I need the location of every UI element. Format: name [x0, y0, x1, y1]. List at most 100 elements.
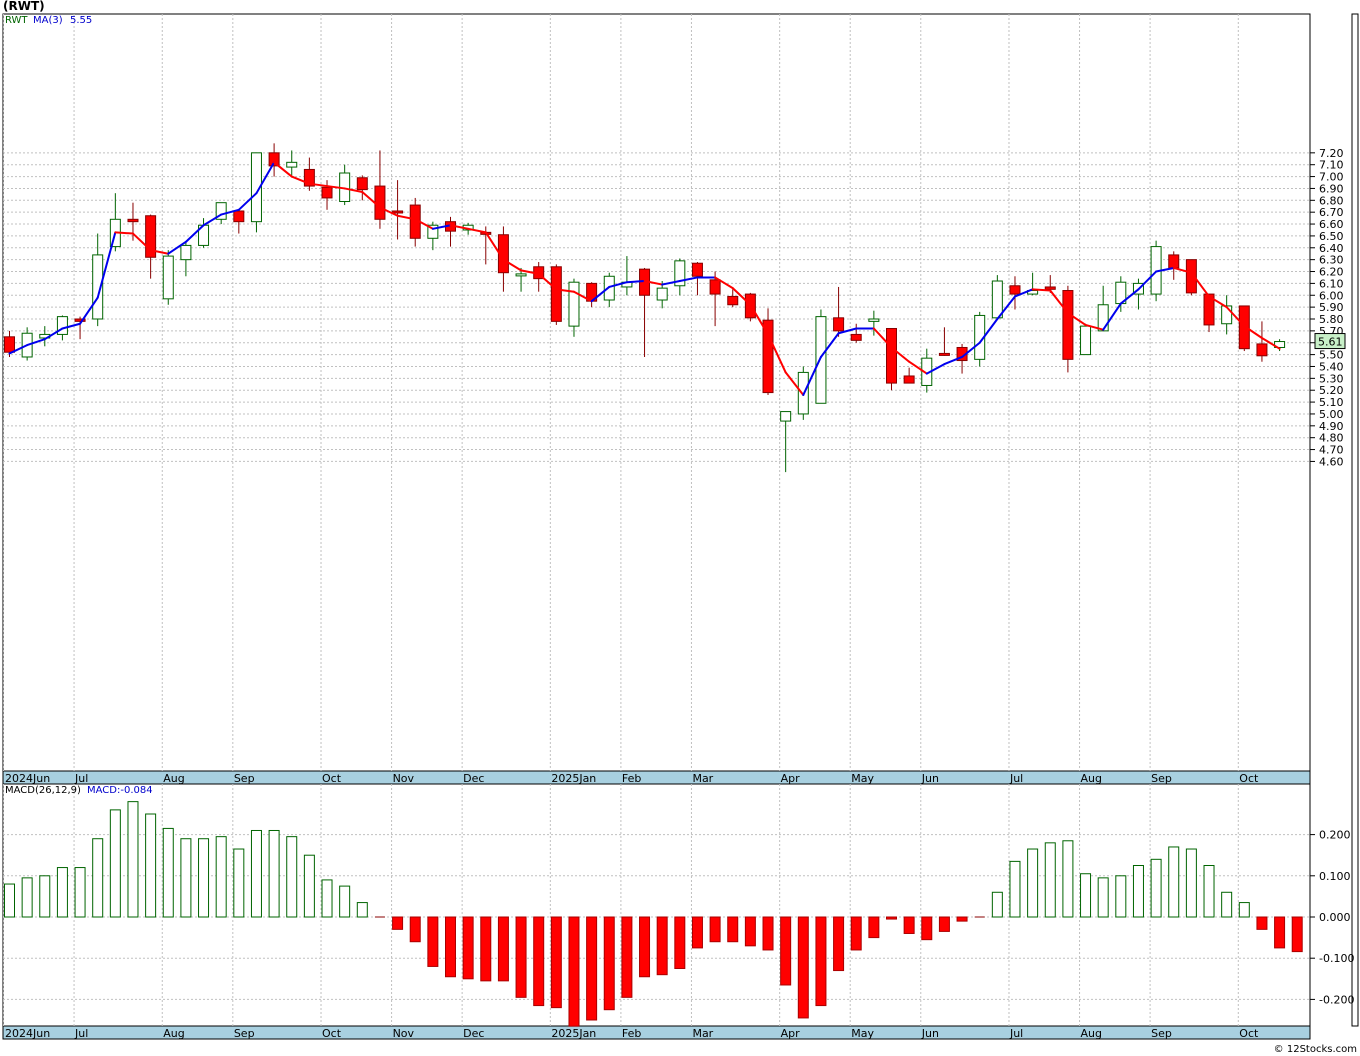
x-tick-label: Apr: [781, 772, 801, 785]
macd-bar-negative: [744, 916, 756, 947]
candle-up: [215, 202, 227, 225]
candle-body: [92, 254, 104, 320]
macd-bar-positive: [180, 838, 192, 918]
ma-segment: [1066, 312, 1087, 326]
candle-down: [374, 150, 386, 229]
candle-body: [233, 210, 245, 223]
candle-body: [180, 244, 192, 261]
ma-segment: [308, 182, 329, 188]
macd-bar-positive: [286, 836, 298, 918]
candle-body: [356, 177, 368, 191]
ma-segment: [1155, 266, 1175, 273]
price-legend-ma-label: MA(3): [33, 15, 63, 26]
x-tick-label: Mar: [692, 772, 713, 785]
ma-segment: [96, 231, 117, 299]
macd-bar-positive: [1221, 891, 1233, 918]
macd-bar-positive: [1062, 840, 1074, 918]
candle-body: [691, 262, 703, 277]
macd-bar-negative: [656, 916, 668, 976]
ma-line: [8, 161, 1281, 396]
ma-segment: [714, 276, 734, 290]
x-tick-label: Nov: [393, 772, 415, 785]
ma-segment: [8, 344, 29, 355]
ma-segment: [431, 224, 452, 230]
x-tick-label: 2025Jan: [551, 772, 596, 785]
macd-bar-negative: [1291, 916, 1303, 953]
x-tick-label: May: [851, 1027, 874, 1040]
x-tick-label: Aug: [163, 1027, 184, 1040]
macd-bar-negative: [586, 916, 598, 1021]
x-tick-label: Aug: [163, 772, 184, 785]
macd-bar-negative: [515, 916, 527, 998]
ma-segment: [1102, 302, 1122, 331]
macd-bar-negative: [1274, 916, 1286, 949]
macd-bar-negative: [480, 916, 492, 982]
macd-bar-negative: [833, 916, 845, 972]
x-tick-label: Jul: [1009, 1027, 1023, 1040]
candle-down: [691, 262, 703, 296]
price-y-tick-label: 7.20: [1319, 147, 1344, 160]
x-axis-ticks: 2024Jun 2024Jun Jul Jul Aug Aug Sep Sep Oct Oct No…: [5, 772, 1259, 1040]
candle-body: [56, 316, 68, 335]
ma-segment: [184, 224, 205, 243]
ma-segment: [943, 355, 964, 366]
ma-segment: [872, 327, 893, 349]
x-tick-label: Feb: [622, 1027, 641, 1040]
ma-segment: [467, 227, 487, 234]
ma-segment: [1260, 336, 1281, 350]
x-tick-label: Feb: [622, 772, 641, 785]
x-tick-label: Dec: [463, 772, 484, 785]
x-tick-label: Sep: [1151, 1027, 1172, 1040]
macd-bar-negative: [427, 916, 439, 967]
price-y-tick-label: 5.00: [1319, 408, 1344, 421]
ma-segment: [414, 218, 434, 230]
macd-bar-positive: [1097, 877, 1109, 918]
last-price-badge: 5.61: [1314, 333, 1346, 350]
ma-segment: [114, 231, 134, 235]
right-edge-strip: [1351, 13, 1359, 1027]
ma-segment: [1243, 325, 1263, 339]
price-y-tick-label: 6.60: [1319, 218, 1344, 231]
macd-bar-positive: [1027, 848, 1039, 918]
candle-down: [1203, 293, 1215, 333]
ma-segment: [961, 341, 981, 358]
candle-down: [1185, 259, 1197, 296]
macd-bar-positive: [215, 836, 227, 918]
candle-body: [550, 266, 562, 322]
ma-segment: [1119, 288, 1140, 305]
candle-body: [1203, 293, 1215, 326]
candle-down: [321, 180, 333, 210]
macd-bar-positive: [127, 801, 139, 918]
candle-down: [886, 327, 897, 391]
macd-bar-positive: [1168, 846, 1180, 918]
candle-body: [1256, 343, 1268, 357]
macd-bar-negative: [815, 916, 827, 1007]
ma-segment: [767, 333, 787, 374]
last-price-badge-box: [1314, 333, 1346, 350]
macd-bar-positive: [145, 813, 157, 918]
candle-up: [621, 256, 633, 296]
macd-bars: [4, 801, 1303, 1027]
macd-bar-positive: [303, 854, 315, 918]
candle-down: [1009, 276, 1021, 310]
ma-segment: [590, 285, 611, 303]
macd-bar-negative: [1256, 916, 1268, 930]
macd-bar-positive: [1080, 873, 1092, 918]
ma-segment: [1049, 289, 1069, 315]
candle-down: [833, 286, 845, 337]
candle-body: [286, 161, 298, 168]
ma-segment: [1013, 288, 1034, 298]
ma-segment: [1190, 271, 1211, 298]
x-tick-label: Jun: [921, 772, 939, 785]
price-y-tick-label: 4.90: [1319, 420, 1344, 433]
candle-body: [1185, 259, 1197, 294]
macd-bar-negative: [691, 916, 703, 949]
ma-segment: [273, 161, 293, 178]
candle-body: [833, 317, 845, 332]
ma-segment: [1031, 288, 1052, 292]
macd-bar-positive: [21, 877, 33, 918]
candle-body: [886, 327, 897, 384]
candle-body: [850, 333, 862, 341]
price-y-tick-label: 5.90: [1319, 301, 1344, 314]
ma-segment: [202, 213, 223, 227]
